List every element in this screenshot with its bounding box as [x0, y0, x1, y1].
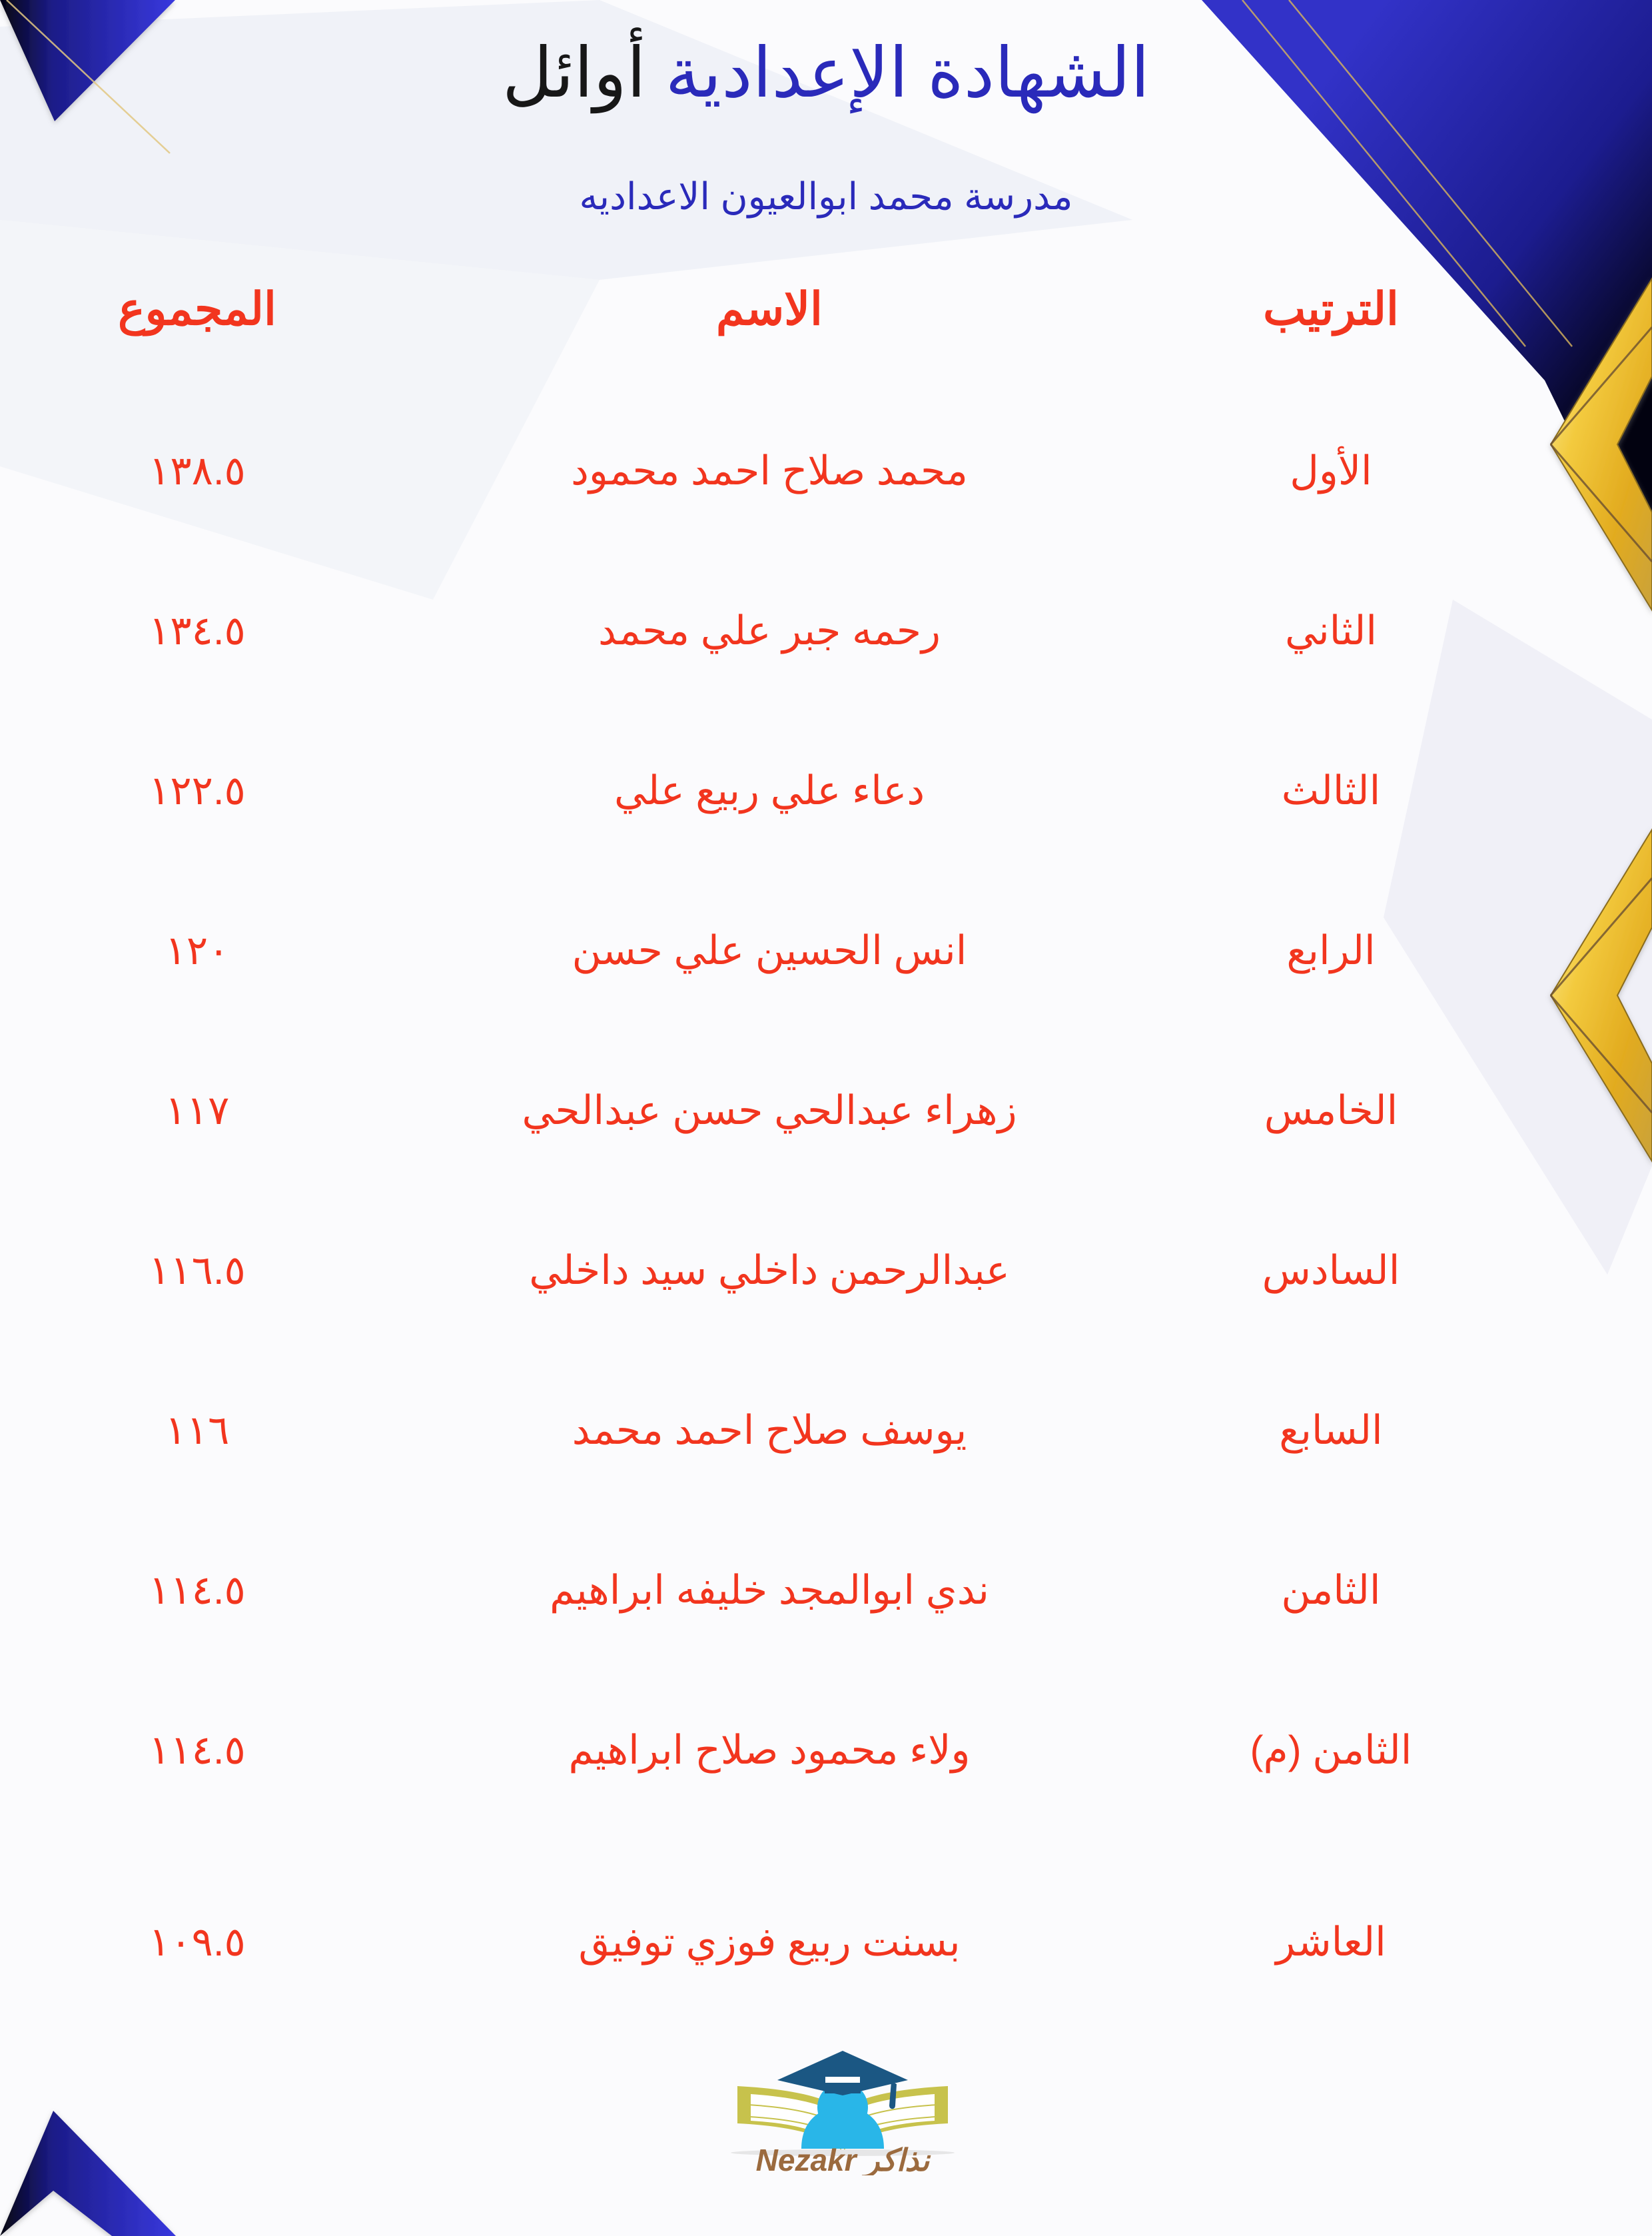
svg-text:نذاكر Nezakr: نذاكر Nezakr — [756, 2143, 931, 2175]
